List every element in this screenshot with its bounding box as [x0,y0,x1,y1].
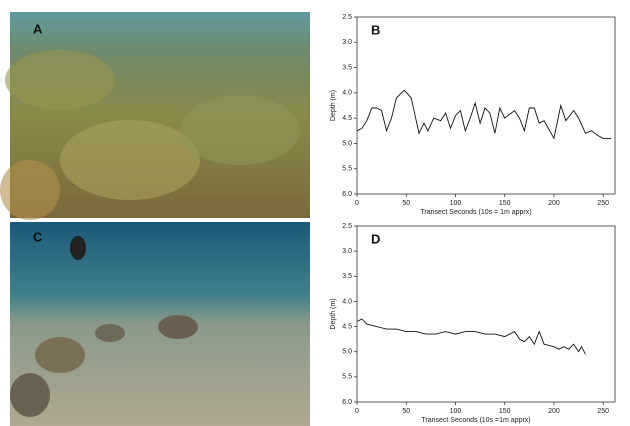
y-tick-label: 3.0 [342,39,352,46]
x-tick-label: 50 [402,408,410,415]
coral [5,50,115,110]
y-tick-label: 6.0 [342,399,352,406]
depth-line [357,90,611,138]
photo-label: A [33,21,43,36]
depth-line [357,319,586,354]
y-tick-label: 2.5 [342,14,352,21]
x-tick-label: 100 [450,200,462,207]
diver [70,236,86,260]
y-tick-label: 6.0 [342,191,352,198]
y-tick-label: 3.5 [342,273,352,280]
rock [95,324,125,342]
y-axis-title: Depth (m) [330,298,337,329]
rock [35,337,85,373]
y-tick-label: 5.5 [342,166,352,173]
photo-label: C [33,229,43,244]
figure: A C 2.53.03.54.04.55.05.56.0050100150200… [0,0,630,426]
coral [60,120,200,200]
coral [180,95,300,165]
page: A C 2.53.03.54.04.55.05.56.0050100150200… [0,0,630,426]
y-tick-label: 4.0 [342,298,352,305]
y-tick-label: 4.5 [342,323,352,330]
x-tick-label: 0 [355,200,359,207]
x-tick-label: 200 [548,200,560,207]
x-axis-title: Transect Seconds (10s = 1m apprx) [420,209,531,216]
x-tick-label: 200 [548,408,560,415]
y-tick-label: 2.5 [342,223,352,230]
y-tick-label: 5.0 [342,349,352,356]
y-tick-label: 3.0 [342,248,352,255]
x-tick-label: 150 [499,408,511,415]
y-tick-label: 5.0 [342,140,352,147]
rock [158,315,198,339]
photo-a: A [0,12,310,220]
coral [0,160,60,220]
x-tick-label: 100 [450,408,462,415]
y-tick-label: 5.5 [342,374,352,381]
x-tick-label: 250 [597,200,609,207]
y-tick-label: 4.5 [342,115,352,122]
panel-label: D [371,231,380,246]
plot-frame [357,17,615,194]
y-axis-title: Depth (m) [330,90,337,121]
y-tick-label: 3.5 [342,64,352,71]
x-axis-title: Transect Seconds (10s =1m apprx) [421,417,530,424]
y-tick-label: 4.0 [342,90,352,97]
panel-label: B [371,22,380,37]
plot-frame [357,226,615,402]
x-tick-label: 50 [402,200,410,207]
x-tick-label: 0 [355,408,359,415]
x-tick-label: 250 [597,408,609,415]
photo-c: C [10,222,310,426]
rock [10,373,50,417]
x-tick-label: 150 [499,200,511,207]
